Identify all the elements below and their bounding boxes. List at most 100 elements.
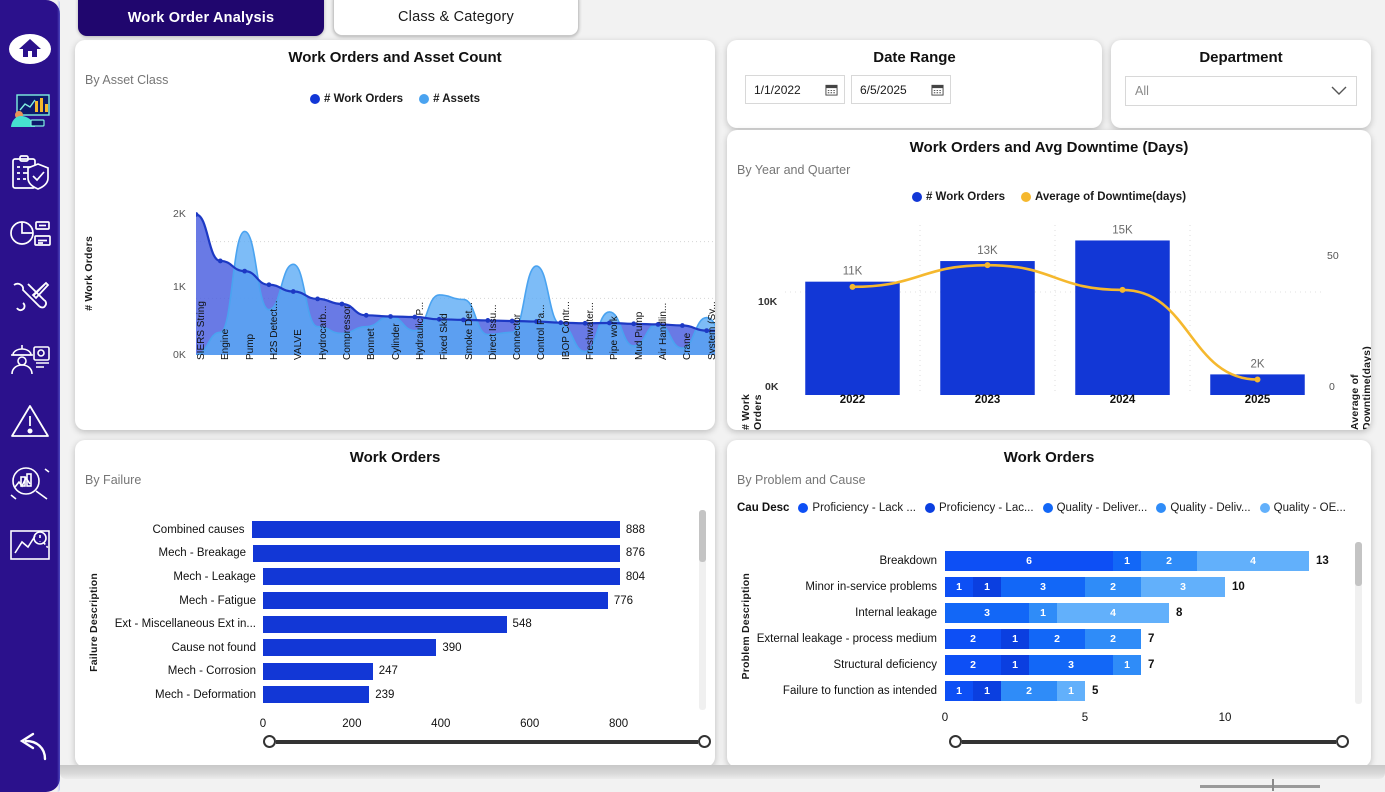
stacked-bar-segment[interactable]: 2	[1085, 577, 1141, 597]
stacked-bar-segment[interactable]: 2	[945, 629, 1001, 649]
table-row[interactable]: Mech - Fatigue 776	[85, 589, 645, 613]
stacked-bar-segment[interactable]: 3	[1029, 655, 1113, 675]
y-axis-title: # Work Orders	[83, 236, 95, 311]
legend-item[interactable]: Quality - Deliv...	[1156, 502, 1251, 514]
legend-swatch-icon	[1042, 503, 1053, 513]
table-row[interactable]: Failure to function as intended 1 1 2 1 5	[737, 678, 1347, 704]
pie-chart-report-icon[interactable]	[7, 212, 53, 258]
end-date-input[interactable]: 6/5/2025	[851, 75, 951, 104]
bar[interactable]	[263, 662, 373, 680]
table-row[interactable]: Mech - Breakage 876	[85, 542, 645, 566]
chart-magnifier-icon[interactable]	[7, 460, 53, 506]
bar[interactable]	[263, 686, 370, 704]
stacked-bar-segment[interactable]: 1	[1057, 681, 1085, 701]
card-subtitle: By Problem and Cause	[737, 473, 866, 487]
stacked-bar-segment[interactable]: 1	[1113, 551, 1141, 571]
x-axis-tick-labels: 0 5 10	[942, 712, 1345, 728]
legend-item[interactable]: Proficiency - Lack ...	[798, 502, 916, 514]
stacked-bar-segment[interactable]: 1	[945, 577, 973, 597]
x-axis-tick-labels: SIERS String Engine Pump H2S Detect... VALVE…	[196, 301, 715, 430]
table-row[interactable]: Internal leakage 3 1 4 8	[737, 600, 1347, 626]
bar[interactable]	[262, 568, 620, 586]
range-knob-right[interactable]	[1336, 735, 1349, 748]
legend-item[interactable]: # Work Orders	[310, 93, 403, 105]
bar[interactable]	[251, 521, 620, 539]
bar-value-label: 15K	[1112, 225, 1133, 236]
stacked-bar-segment[interactable]: 1	[945, 681, 973, 701]
table-row[interactable]: Structural deficiency 2 1 3 1 7	[737, 652, 1347, 678]
legend-item[interactable]: # Work Orders	[911, 191, 1005, 203]
range-knob-left[interactable]	[949, 735, 962, 748]
problem-range-slider[interactable]	[949, 735, 1349, 748]
bar[interactable]	[263, 639, 437, 657]
bar[interactable]	[253, 544, 620, 562]
legend-label: Quality - Deliver...	[1056, 502, 1148, 514]
stacked-bar-segment[interactable]: 1	[973, 577, 1001, 597]
stacked-bar-segment[interactable]: 3	[1001, 577, 1085, 597]
bar-category-label: Failure to function as intended	[782, 685, 937, 697]
legend-item[interactable]: Quality - Deliver...	[1042, 502, 1148, 514]
clipboard-shield-icon[interactable]	[7, 150, 53, 196]
x-axis-tick-label: 800	[608, 718, 629, 730]
legend-item[interactable]: Average of Downtime(days)	[1021, 191, 1186, 203]
stacked-bar-segment[interactable]: 2	[1029, 629, 1085, 649]
scrollbar-thumb[interactable]	[699, 510, 706, 562]
range-track[interactable]	[276, 739, 698, 744]
table-row[interactable]: Combined causes 888	[85, 518, 645, 542]
stacked-bar-segment[interactable]: 4	[1197, 551, 1309, 571]
stacked-bar-segment[interactable]: 2	[1001, 681, 1057, 701]
x-axis-tick-label: Hydraulic P...	[414, 301, 426, 360]
stacked-bar-segment[interactable]: 6	[945, 551, 1113, 571]
home-icon[interactable]	[7, 26, 53, 72]
table-row[interactable]: Mech - Deformation 239	[85, 683, 645, 707]
stacked-bar-segment[interactable]: 2	[1141, 551, 1197, 571]
page-horizontal-scrollbar[interactable]	[1200, 785, 1320, 788]
stacked-bar-segment[interactable]: 1	[1113, 655, 1141, 675]
table-row[interactable]: Cause not found 390	[85, 636, 645, 660]
failure-range-slider[interactable]	[263, 735, 711, 748]
legend-item[interactable]: Quality - OE...	[1259, 502, 1346, 514]
warning-triangle-icon[interactable]	[7, 398, 53, 444]
vertical-scrollbar[interactable]	[699, 510, 706, 710]
bar[interactable]	[263, 615, 507, 633]
stacked-bar-segment[interactable]: 1	[973, 681, 1001, 701]
legend-item[interactable]: Proficiency - Lac...	[924, 502, 1034, 514]
legend-item[interactable]: # Assets	[419, 93, 480, 105]
problem-stacked-bar-list: Breakdown 6 1 2 4 13 Minor in-service problems…	[737, 548, 1347, 704]
scrollbar-thumb[interactable]	[1355, 542, 1362, 586]
stacked-bar-segment[interactable]: 1	[1001, 629, 1029, 649]
bar-category-label: Mech - Leakage	[173, 570, 256, 583]
department-dropdown[interactable]: All	[1125, 76, 1357, 106]
stacked-bar-segment[interactable]: 3	[1141, 577, 1225, 597]
table-row[interactable]: Breakdown 6 1 2 4 13	[737, 548, 1347, 574]
tools-wrench-screwdriver-icon[interactable]	[7, 274, 53, 320]
back-arrow-icon[interactable]	[7, 724, 53, 770]
vertical-scrollbar[interactable]	[1355, 542, 1362, 704]
table-row[interactable]: Mech - Corrosion 247	[85, 660, 645, 684]
tab-class-category[interactable]: Class & Category	[333, 0, 579, 36]
department-title: Department	[1199, 49, 1283, 66]
stacked-bar-segment[interactable]: 1	[1001, 655, 1029, 675]
trend-search-icon[interactable]	[7, 522, 53, 568]
work-orders-by-failure-card: Work Orders By Failure Failure Descripti…	[75, 440, 715, 767]
table-row[interactable]: Mech - Leakage 804	[85, 565, 645, 589]
stacked-bar-segment[interactable]: 4	[1057, 603, 1169, 623]
bar-value-label: 247	[378, 665, 398, 678]
table-row[interactable]: Minor in-service problems 1 1 3 2 3 10	[737, 574, 1347, 600]
analytics-dashboard-icon[interactable]	[7, 88, 53, 134]
tab-work-order-analysis[interactable]: Work Order Analysis	[78, 0, 324, 36]
range-track[interactable]	[962, 739, 1336, 744]
range-knob-left[interactable]	[263, 735, 276, 748]
worker-settings-icon[interactable]	[7, 336, 53, 382]
range-knob-right[interactable]	[698, 735, 711, 748]
start-date-input[interactable]: 1/1/2022	[745, 75, 845, 104]
x-axis-tick-label: 5	[1081, 712, 1089, 724]
table-row[interactable]: External leakage - process medium 2 1 2 2 7	[737, 626, 1347, 652]
stacked-bar-segment[interactable]: 2	[945, 655, 1001, 675]
y-tick: 0K	[765, 381, 779, 393]
table-row[interactable]: Ext - Miscellaneous Ext in... 548	[85, 612, 645, 636]
stacked-bar-segment[interactable]: 3	[945, 603, 1029, 623]
bar[interactable]	[263, 592, 608, 610]
stacked-bar-segment[interactable]: 2	[1085, 629, 1141, 649]
stacked-bar-segment[interactable]: 1	[1029, 603, 1057, 623]
